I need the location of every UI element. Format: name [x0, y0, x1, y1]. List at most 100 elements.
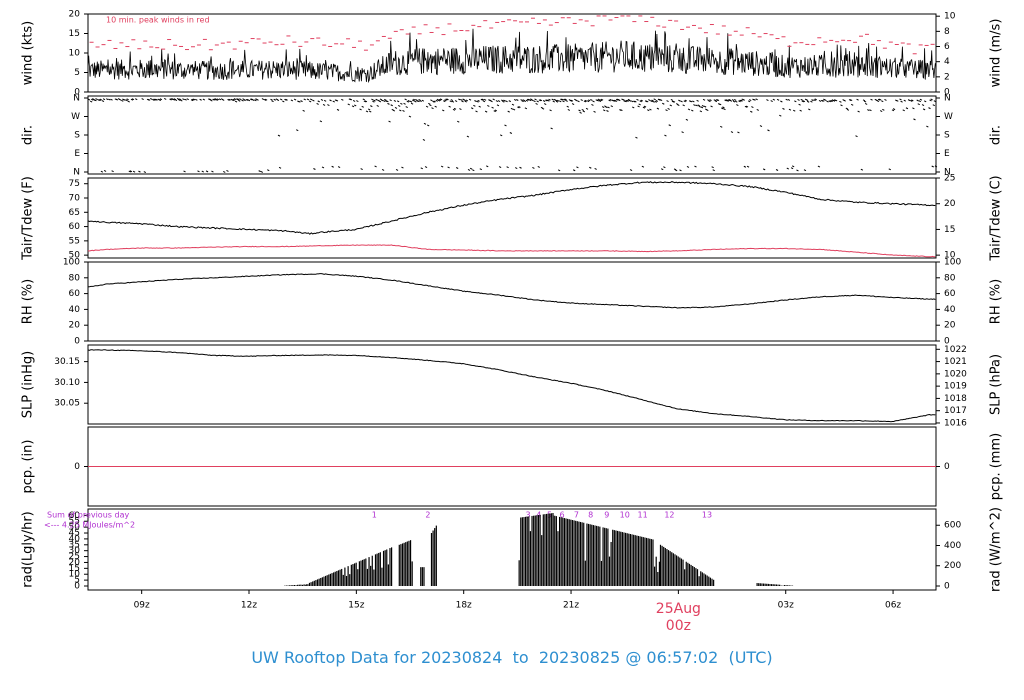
wind-dir-mark [545, 99, 548, 102]
wind-dir-mark [475, 110, 478, 113]
wind-dir-mark [896, 99, 899, 102]
wind-dir-mark [820, 99, 824, 102]
rad-marker-label: 13 [702, 511, 712, 520]
wind-dir-mark [466, 135, 470, 138]
wind-dir-mark [832, 99, 836, 102]
wind-dir-mark [394, 107, 398, 109]
wind-dir-mark [549, 109, 552, 112]
wind-dir-mark [457, 120, 460, 123]
wind-dir-mark [415, 99, 418, 101]
wind-dir-mark [180, 99, 183, 102]
wind-dir-mark [409, 100, 413, 103]
wind-dir-mark [570, 99, 574, 102]
air-temp-line [87, 181, 936, 235]
wind-dir-mark [742, 98, 746, 101]
wind-dir-mark [428, 102, 431, 105]
wind-dir-mark [796, 169, 799, 172]
wind-dir-mark [252, 99, 255, 102]
y-tick-label: 60 [69, 289, 81, 299]
wind-dir-mark [234, 100, 238, 103]
pressure-line [87, 349, 936, 423]
wind-dir-mark [101, 100, 105, 103]
wind-dir-mark [437, 99, 441, 102]
y-tick-label-right: 1018 [944, 394, 967, 404]
wind-dir-mark [651, 99, 654, 102]
wind-dir-mark [458, 98, 461, 101]
y-tick-label-right: 1016 [944, 418, 967, 428]
wind-dir-mark [147, 98, 151, 101]
wind-dir-mark [802, 100, 806, 103]
wind-dir-mark [506, 166, 509, 169]
wind-dir-mark [730, 131, 734, 134]
wind-dir-mark [660, 168, 664, 171]
wind-dir-mark [221, 99, 225, 101]
wind-dir-mark [367, 108, 371, 111]
wind-dir-mark [666, 100, 669, 102]
wind-dir-mark [453, 107, 457, 110]
panel-ylabel: RH (%) [21, 279, 36, 324]
wind-dir-mark [420, 167, 423, 170]
y-tick-label-right: 20 [944, 199, 956, 209]
wind-dir-mark [785, 98, 788, 101]
wind-dir-mark [738, 100, 741, 103]
wind-dir-mark [590, 99, 593, 101]
wind-dir-mark [830, 99, 834, 102]
wind-dir-mark [635, 136, 638, 139]
wind-dir-mark [298, 100, 301, 103]
wind-dir-mark [95, 98, 98, 100]
x-tick-label: 06z [885, 601, 901, 611]
wind-dir-mark [782, 107, 785, 110]
rad-marker-label: 3 [526, 511, 531, 520]
wind-dir-mark [609, 98, 612, 101]
wind-dir-mark [249, 98, 253, 101]
wind-dir-mark [296, 129, 299, 132]
wind-dir-mark [106, 98, 109, 101]
y-tick-label: 30.05 [54, 399, 80, 409]
wind-dir-mark [461, 100, 464, 103]
wind-dir-mark [900, 100, 903, 103]
y-tick-label-right: 40 [944, 305, 956, 315]
y-tick-label-right: 15 [944, 225, 955, 235]
wind-dir-mark [256, 98, 259, 101]
wind-dir-mark [498, 166, 502, 169]
wind-dir-mark [94, 99, 97, 102]
wind-dir-mark [813, 99, 816, 102]
wind-dir-mark [735, 100, 738, 103]
wind-dir-mark [484, 110, 488, 113]
wind-dir-mark [799, 109, 802, 112]
wind-dir-mark [476, 100, 479, 103]
y-tick-label: E [74, 149, 80, 159]
rad-marker-label: 7 [574, 511, 579, 520]
wind-dir-mark [215, 98, 218, 101]
wind-dir-mark [811, 99, 814, 102]
wind-dir-mark [702, 98, 706, 101]
wind-dir-mark [653, 98, 656, 101]
wind-dir-mark [395, 169, 399, 171]
wind-dir-mark [179, 98, 182, 101]
wind-dir-mark [933, 100, 937, 103]
wind-dir-mark [129, 170, 133, 173]
wind-dir-mark [584, 99, 588, 102]
wind-dir-mark [829, 100, 832, 103]
wind-dir-mark [708, 100, 711, 103]
wind-dir-mark [618, 99, 621, 102]
wind-dir-mark [806, 100, 810, 103]
wind-dir-mark [864, 102, 868, 105]
wind-dir-mark [620, 109, 623, 112]
wind-dir-mark [454, 100, 458, 103]
wind-dir-mark [879, 110, 883, 112]
wind-dir-mark [626, 99, 630, 102]
wind-dir-mark [384, 98, 387, 101]
wind-dir-mark [238, 99, 241, 102]
wind-dir-mark [463, 99, 466, 102]
wind-dir-mark [931, 165, 934, 168]
wind-dir-mark [477, 99, 480, 102]
y-tick-label-right: 0 [944, 88, 950, 98]
wind-dir-mark [387, 102, 390, 105]
wind-dir-mark [780, 100, 783, 103]
wind-dir-mark [426, 124, 430, 127]
wind-dir-mark [772, 98, 776, 101]
wind-dir-mark [469, 167, 473, 170]
wind-dir-mark [750, 110, 753, 113]
wind-dir-mark [597, 98, 601, 101]
